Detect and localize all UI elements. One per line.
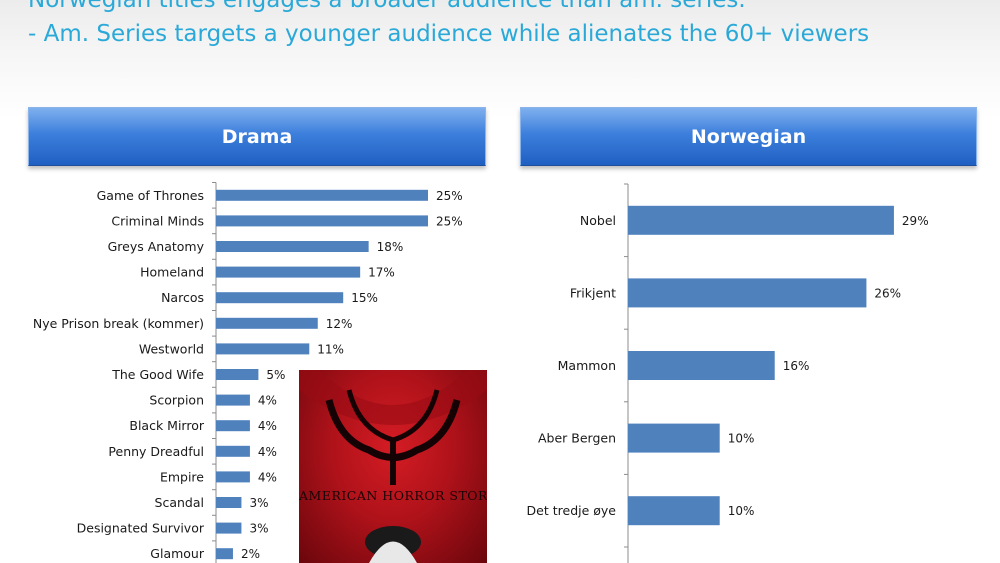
bar [216,445,250,457]
value-label: 4% [258,445,277,459]
value-label: 4% [258,419,277,433]
norwegian-panel-header: Norwegian [520,107,977,166]
category-label: Penny Dreadful [108,444,204,459]
bar [216,266,361,278]
bar [216,317,318,329]
category-label: Empire [160,469,204,484]
bar [216,497,242,508]
category-label: Aber Bergen [538,431,616,446]
category-label: The Good Wife [111,367,204,382]
value-label: 15% [351,291,378,305]
headline-line-2: - Am. Series targets a younger audience … [28,21,870,47]
category-label: Det tredje øye [527,503,617,518]
value-label: 25% [436,214,463,228]
category-label: Black Mirror [129,418,204,433]
value-label: 12% [326,317,353,331]
drama-panel-header: Drama [28,107,486,166]
bar [216,343,310,355]
value-label: 4% [258,394,277,408]
category-label: Designated Survivor [77,521,205,536]
bar [216,241,369,252]
american-horror-story-poster: AMERICAN HORROR STORY [299,370,487,563]
norwegian-bar-chart: Nobel 29% Frikjent 26% Mammon 16% Aber Bergen 1… [527,183,929,563]
value-label: 10% [728,432,755,446]
bar [216,420,250,432]
value-label: 16% [783,359,810,373]
category-label: Criminal Minds [111,213,204,228]
bar [216,189,428,201]
poster-artwork [299,370,487,563]
bar [628,205,894,235]
bar [216,369,259,380]
value-label: 29% [902,214,929,228]
value-label: 5% [266,368,285,382]
value-label: 26% [874,286,901,300]
bar [216,215,428,227]
headline-line-1: Norwegian titles engages a broader audie… [28,0,746,13]
value-label: 25% [436,189,463,203]
value-label: 10% [728,504,755,518]
category-label: Scandal [155,495,204,510]
category-label: Homeland [140,265,204,280]
value-label: 11% [317,342,344,356]
value-label: 17% [368,266,395,280]
category-label: Glamour [150,546,205,561]
bar [628,496,720,526]
category-label: Westworld [139,341,204,356]
value-label: 18% [377,240,404,254]
bar [216,394,250,406]
value-label: 3% [249,496,268,510]
bar [216,292,344,304]
bar [216,548,233,560]
drama-bar-chart: Game of Thrones 25% Criminal Minds 25% Greys… [33,182,463,563]
category-label: Greys Anatomy [108,239,205,254]
category-label: Scorpion [149,393,204,408]
bar [216,522,242,534]
bar [216,471,250,483]
category-label: Narcos [161,290,204,305]
bar [628,423,720,453]
category-label: Game of Thrones [97,188,204,203]
value-label: 4% [258,470,277,484]
value-label: 3% [249,522,268,536]
category-label: Mammon [558,358,616,373]
category-label: Nye Prison break (kommer) [33,316,204,331]
value-label: 2% [241,547,260,561]
poster-title: AMERICAN HORROR STORY [299,488,487,503]
category-label: Frikjent [570,285,616,300]
bar [628,278,867,308]
category-label: Nobel [580,213,616,228]
bar [628,351,775,380]
